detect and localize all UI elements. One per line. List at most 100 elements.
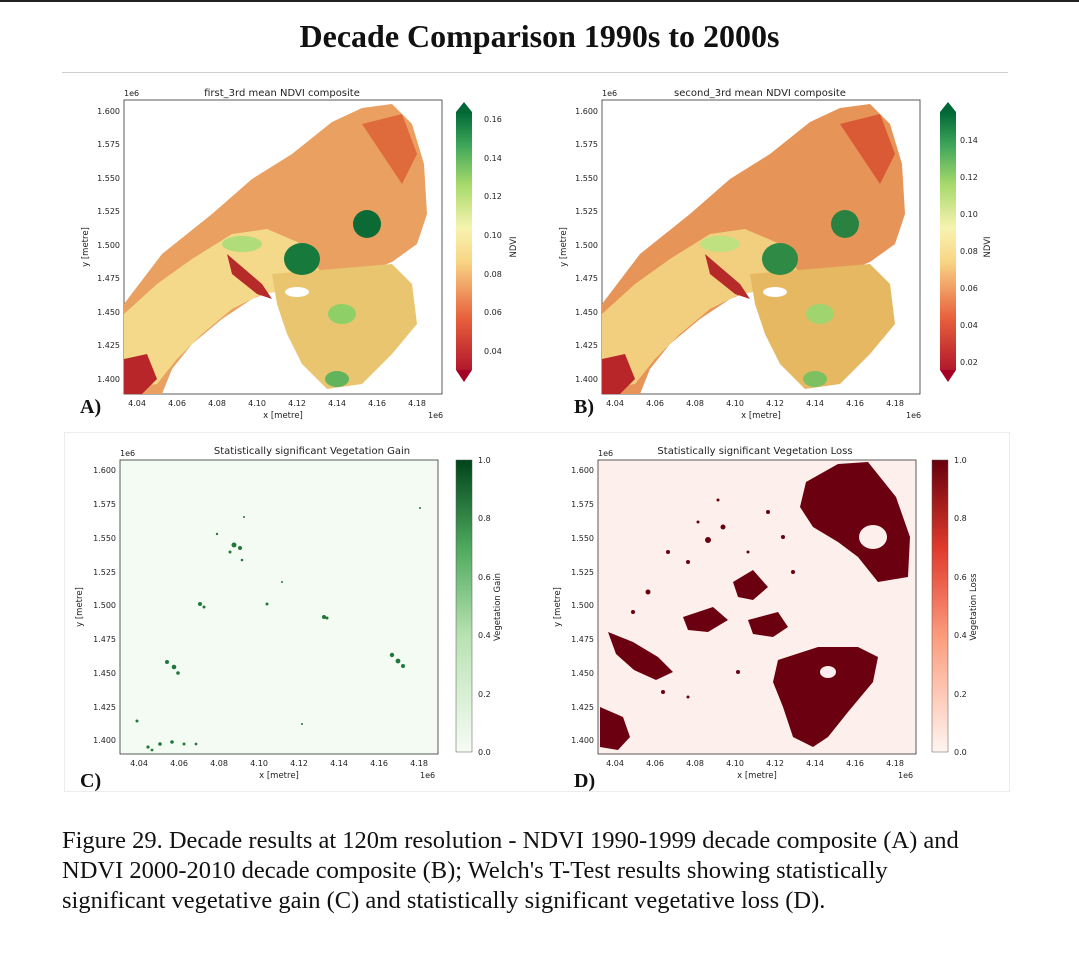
panel-b-xtick: 4.10 (726, 399, 744, 408)
panel-b-x-ticks: 4.04 4.06 4.08 4.10 4.12 4.14 4.16 4.18 (606, 399, 904, 408)
panel-a-cbar-tick: 0.16 (484, 115, 502, 124)
panel-d-label: D) (574, 770, 596, 792)
panel-d-title: Statistically significant Vegetation Los… (657, 446, 852, 457)
panel-c-ytick: 1.550 (93, 534, 116, 543)
panel-d-cbar-tick: 0.6 (954, 573, 967, 582)
panel-c-label: C) (80, 770, 102, 792)
panel-c-ytick: 1.450 (93, 669, 116, 678)
panel-c-gain-pixels (135, 507, 421, 752)
panel-a-cbar-tick: 0.08 (484, 270, 502, 279)
panel-b-ndvi-map (602, 104, 905, 394)
panel-a-cbar-tick: 0.10 (484, 231, 502, 240)
panel-d-xtick: 4.04 (606, 759, 624, 768)
panel-a-xtick: 4.06 (168, 399, 186, 408)
panel-d-ytick: 1.575 (571, 500, 594, 509)
panel-d-x-offset: 1e6 (898, 771, 913, 780)
panel-b-ytick: 1.525 (575, 207, 598, 216)
panel-b-xlabel: x [metre] (741, 411, 781, 421)
panel-c-colorbar: 1.0 0.8 0.6 0.4 0.2 0.0 Vegetation Gain (455, 456, 503, 757)
panel-d-cbar-tick: 0.4 (954, 631, 967, 640)
panel-b-x-offset: 1e6 (906, 411, 921, 420)
panel-b-label: B) (574, 396, 594, 418)
panel-b-xtick: 4.18 (886, 399, 904, 408)
panel-c-cbar-tick: 0.4 (478, 631, 491, 640)
panel-a-xtick: 4.16 (368, 399, 386, 408)
panel-d-cbar-tick: 1.0 (954, 456, 967, 465)
panel-d-figure: Statistically significant Vegetation Los… (553, 446, 979, 781)
top-rule (0, 0, 1079, 2)
panel-c-xtick: 4.14 (330, 759, 348, 768)
panel-a-cbar-label: NDVI (509, 236, 519, 257)
panel-d-cbar-tick: 0.2 (954, 690, 967, 699)
panel-d-ytick: 1.525 (571, 568, 594, 577)
panel-b-ytick: 1.475 (575, 274, 598, 283)
panel-c-xtick: 4.18 (410, 759, 428, 768)
panel-a: first_3rd mean NDVI composite 1e6 1.600 … (62, 84, 532, 424)
panel-c-figure: Statistically significant Vegetation Gai… (75, 446, 503, 781)
panel-a-ytick: 1.525 (97, 207, 120, 216)
panel-a-ytick: 1.425 (97, 341, 120, 350)
panel-d-ytick: 1.450 (571, 669, 594, 678)
panel-d-ytick: 1.500 (571, 601, 594, 610)
panel-a-figure: first_3rd mean NDVI composite 1e6 1.600 … (81, 88, 519, 421)
panel-a-cbar-tick: 0.06 (484, 308, 502, 317)
panel-d-ytick: 1.425 (571, 703, 594, 712)
panel-b-ytick: 1.400 (575, 375, 598, 384)
panel-b-xtick: 4.08 (686, 399, 704, 408)
panel-c-xtick: 4.16 (370, 759, 388, 768)
panel-b-xtick: 4.16 (846, 399, 864, 408)
panel-c-cbar-tick: 0.2 (478, 690, 491, 699)
panel-d-ylabel: y [metre] (553, 587, 563, 627)
figure-caption: Figure 29. Decade results at 120m resolu… (62, 827, 959, 914)
panel-c-ytick: 1.600 (93, 466, 116, 475)
panel-b-ytick: 1.575 (575, 140, 598, 149)
panel-c-frame (64, 432, 1010, 792)
panel-c-xtick: 4.12 (290, 759, 308, 768)
panel-d-xtick: 4.16 (846, 759, 864, 768)
panel-b-y-ticks: 1.600 1.575 1.550 1.525 1.500 1.475 1.45… (575, 107, 598, 384)
panel-a-ytick: 1.600 (97, 107, 120, 116)
panel-a-xlabel: x [metre] (263, 411, 303, 421)
panel-a-ytick: 1.475 (97, 274, 120, 283)
panel-b-cbar-tick: 0.04 (960, 321, 978, 330)
panel-b-ytick: 1.550 (575, 174, 598, 183)
panel-a-xtick: 4.14 (328, 399, 346, 408)
panel-a-ytick: 1.400 (97, 375, 120, 384)
panel-c-cbar-tick: 0.6 (478, 573, 491, 582)
panel-d-ytick: 1.600 (571, 466, 594, 475)
panel-b-colorbar: 0.14 0.12 0.10 0.08 0.06 0.04 0.02 NDVI (940, 102, 993, 382)
panel-c-ytick: 1.400 (93, 736, 116, 745)
panel-c-ytick: 1.475 (93, 635, 116, 644)
panel-a-xtick: 4.10 (248, 399, 266, 408)
panel-d-y-offset: 1e6 (598, 449, 613, 458)
panel-c-xtick: 4.10 (250, 759, 268, 768)
panel-a-ytick: 1.575 (97, 140, 120, 149)
panel-d-ytick: 1.400 (571, 736, 594, 745)
panel-b-cbar-tick: 0.02 (960, 358, 978, 367)
panel-b-cbar-tick: 0.08 (960, 247, 978, 256)
panel-a-cbar-tick: 0.04 (484, 347, 502, 356)
panel-a-y-ticks: 1.600 1.575 1.550 1.525 1.500 1.475 1.45… (97, 107, 120, 384)
panel-b-cbar-tick: 0.06 (960, 284, 978, 293)
panel-c-title: Statistically significant Vegetation Gai… (214, 446, 410, 457)
panel-a-y-offset: 1e6 (124, 89, 139, 98)
panel-c-xtick: 4.08 (210, 759, 228, 768)
panel-c-plot-area (119, 459, 439, 755)
heading-divider (62, 72, 1008, 73)
panel-b-ytick: 1.450 (575, 308, 598, 317)
panel-d-xtick: 4.08 (686, 759, 704, 768)
panel-a-x-ticks: 4.04 4.06 4.08 4.10 4.12 4.14 4.16 4.18 (128, 399, 426, 408)
panel-c-cbar-tick: 0.0 (478, 748, 491, 757)
panel-d: Statistically significant Vegetation Los… (538, 442, 1008, 782)
panel-c-cbar-tick: 1.0 (478, 456, 491, 465)
panel-c-ytick: 1.575 (93, 500, 116, 509)
panel-d-cbar-tick: 0.8 (954, 514, 967, 523)
panel-d-cbar-label: Vegetation Loss (969, 573, 979, 641)
panel-b-ytick: 1.500 (575, 241, 598, 250)
panel-b-xtick: 4.14 (806, 399, 824, 408)
panel-d-xtick: 4.06 (646, 759, 664, 768)
panel-a-ytick: 1.500 (97, 241, 120, 250)
panel-a-label: A) (80, 396, 102, 418)
panel-c-x-ticks: 4.04 4.06 4.08 4.10 4.12 4.14 4.16 4.18 (130, 759, 428, 768)
panel-c-xtick: 4.06 (170, 759, 188, 768)
